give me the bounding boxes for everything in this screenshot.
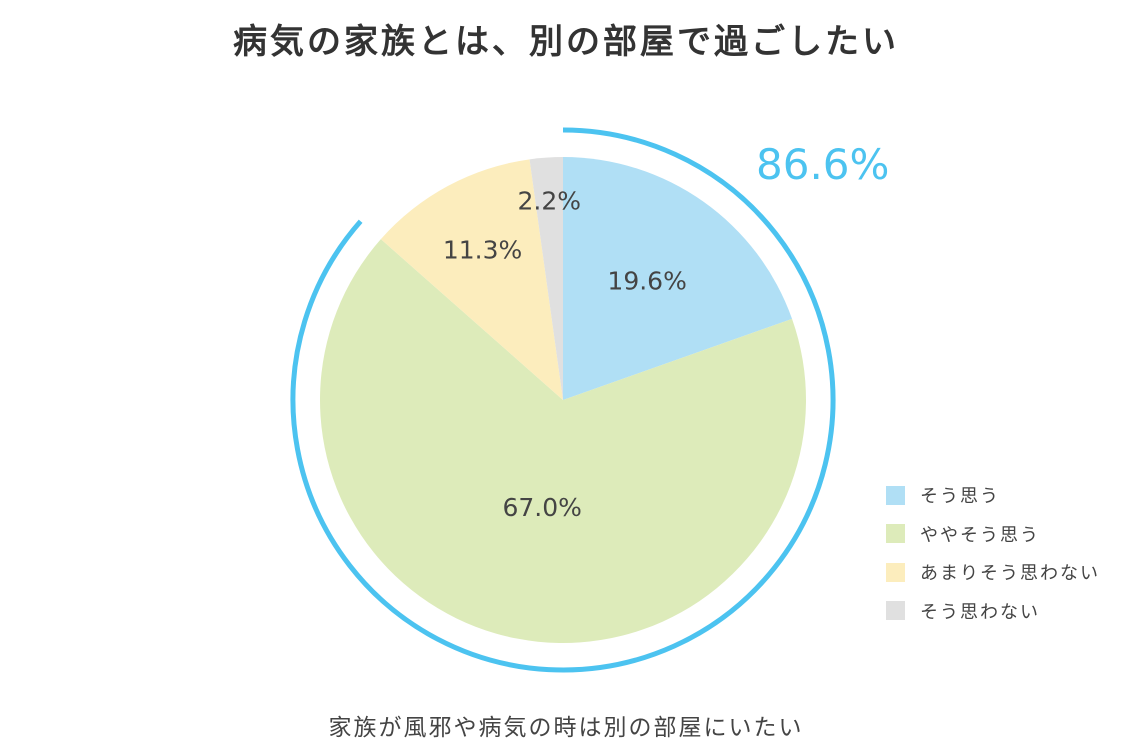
legend-item-yaya-sou-omou: ややそう思う: [886, 524, 1100, 546]
slice-value-label: 2.2%: [517, 187, 581, 216]
legend-item-sou-omowanai: そう思わない: [886, 601, 1100, 623]
legend-label: そう思わない: [920, 601, 1040, 623]
slice-value-label: 67.0%: [502, 493, 581, 522]
legend-swatch: [886, 524, 905, 543]
legend-label: そう思う: [920, 486, 1000, 507]
legend-swatch: [886, 485, 905, 505]
legend-label: あまりそう思わない: [920, 563, 1100, 584]
legend: そう思う ややそう思う あまりそう思わない そう思わない: [886, 485, 1100, 639]
pie-slice: [380, 159, 563, 400]
legend-label: ややそう思う: [920, 524, 1040, 546]
chart-caption: 家族が風邪や病気の時は別の部屋にいたい: [328, 715, 804, 741]
slice-value-label: 19.6%: [607, 266, 686, 295]
highlight-value-label: 86.6%: [756, 140, 890, 189]
highlight-arc: [290, 127, 836, 673]
slice-labels: 19.6% 67.0% 11.3% 2.2%: [443, 187, 687, 522]
legend-swatch: [886, 601, 905, 620]
legend-swatch: [886, 562, 905, 582]
legend-item-sou-omou: そう思う: [886, 485, 1100, 507]
pie-slice: [563, 157, 793, 400]
chart-title: 病気の家族とは、別の部屋で過ごしたい: [233, 22, 899, 62]
pie-slice: [529, 157, 563, 400]
pie-slices: [320, 157, 807, 643]
legend-item-amari-sou-omowanai: あまりそう思わない: [886, 562, 1100, 584]
pie-slice: [320, 239, 807, 643]
slice-value-label: 11.3%: [443, 236, 522, 265]
